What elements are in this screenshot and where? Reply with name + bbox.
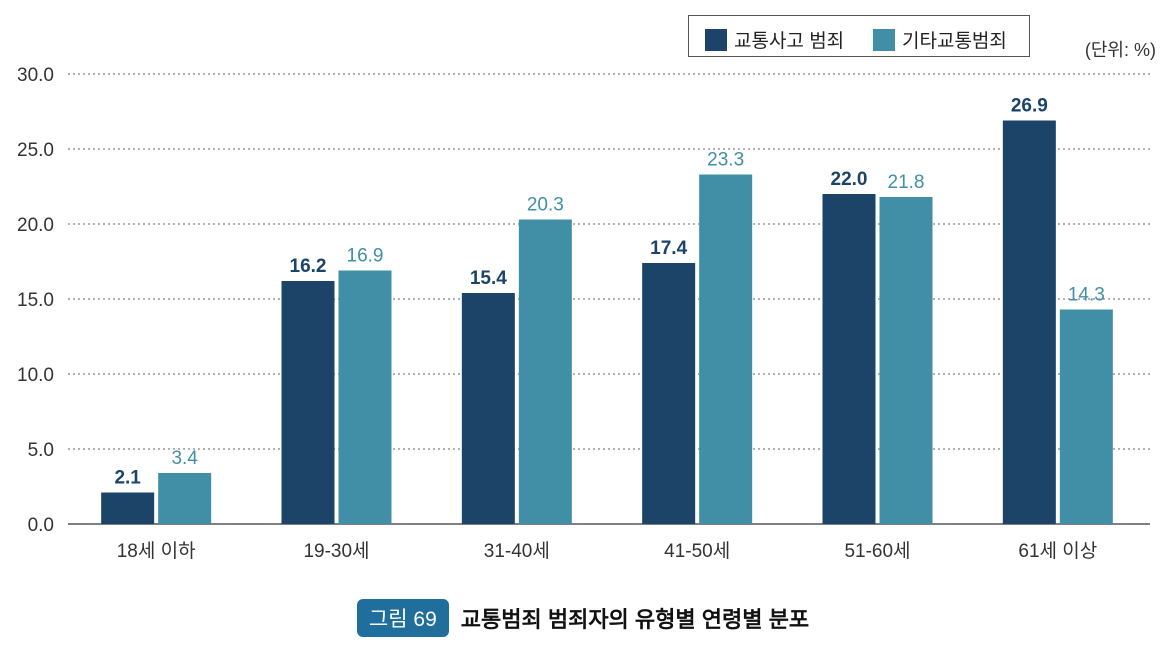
bar-series1 [461, 293, 515, 524]
unit-label: (단위: %) [1084, 40, 1156, 60]
y-tick-label: 20.0 [17, 215, 54, 236]
bar-series1 [281, 281, 335, 524]
bar-series1 [1002, 120, 1056, 524]
data-label-series2: 3.4 [171, 448, 198, 469]
bar-series1 [101, 492, 155, 524]
bar-series2 [879, 197, 933, 524]
data-label-series2: 21.8 [888, 172, 925, 193]
data-label-series1: 15.4 [470, 268, 507, 289]
bar-series2 [1059, 309, 1113, 524]
data-label-series1: 16.2 [290, 256, 327, 277]
data-label-series2: 23.3 [707, 150, 744, 171]
y-tick-label: 25.0 [17, 140, 54, 161]
figure-caption: 그림 69 교통범죄 범죄자의 유형별 연령별 분포 [0, 599, 1166, 637]
data-label-series1: 22.0 [831, 169, 868, 190]
data-label-series1: 2.1 [114, 468, 141, 489]
bar-series1 [822, 194, 876, 524]
x-tick-label: 31-40세 [484, 540, 550, 562]
data-label-series1: 17.4 [650, 238, 687, 259]
bar-series2 [699, 174, 753, 524]
bar-series1 [642, 263, 696, 524]
y-tick-label: 15.0 [17, 290, 54, 311]
y-tick-label: 5.0 [28, 440, 54, 461]
x-tick-label: 19-30세 [303, 540, 369, 562]
figure-title: 교통범죄 범죄자의 유형별 연령별 분포 [460, 607, 810, 632]
bar-series2 [338, 270, 392, 524]
data-label-series2: 16.9 [347, 246, 384, 267]
bar-series2 [158, 473, 212, 524]
legend-swatch-series2 [873, 28, 895, 51]
bar-chart: 0.0 5.0 10.0 15.0 20.0 25.0 30.0 2.1 3.4 18세 이하 16… [17, 65, 1150, 562]
x-tick-label: 18세 이하 [117, 540, 196, 562]
x-tick-label: 61세 이상 [1018, 540, 1097, 562]
bar-series2 [518, 219, 572, 524]
data-label-series2: 14.3 [1068, 285, 1105, 306]
legend-item-series1: 교통사고 범죄 [705, 26, 844, 53]
figure-number-tag: 그림 69 [356, 599, 449, 637]
legend-item-series2: 기타교통범죄 [873, 26, 1007, 53]
y-tick-label: 0.0 [28, 515, 54, 536]
data-label-series2: 20.3 [527, 195, 564, 216]
x-tick-label: 41-50세 [664, 540, 730, 562]
y-tick-label: 30.0 [17, 65, 54, 86]
legend-label-series2: 기타교통범죄 [902, 31, 1007, 52]
x-tick-label: 51-60세 [844, 540, 910, 562]
legend-swatch-series1 [705, 28, 727, 51]
legend-label-series1: 교통사고 범죄 [734, 31, 845, 52]
y-tick-label: 10.0 [17, 365, 54, 386]
legend: 교통사고 범죄 기타교통범죄 [688, 15, 1030, 57]
data-label-series1: 26.9 [1011, 96, 1048, 117]
